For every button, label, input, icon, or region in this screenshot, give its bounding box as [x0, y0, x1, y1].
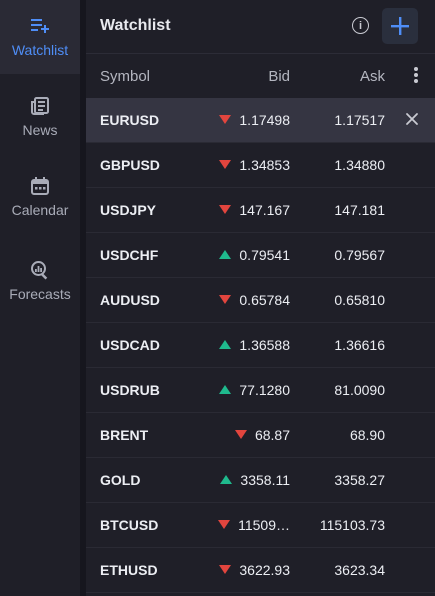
ask-cell: 147.181: [334, 202, 385, 218]
ask-cell: 115103.73: [319, 517, 385, 533]
ask-cell: 3358.27: [334, 472, 385, 488]
ask-cell: 1.36616: [334, 337, 385, 353]
plus-icon: [391, 17, 409, 35]
arrow-down-icon: [234, 430, 247, 439]
symbol-cell: USDCAD: [100, 337, 160, 353]
arrow-down-icon: [219, 160, 232, 169]
column-header-symbol[interactable]: Symbol: [100, 68, 151, 85]
bid-cell: 0.65784: [239, 292, 290, 308]
nav-label-forecasts: Forecasts: [9, 286, 71, 302]
bid-cell: 1.17498: [239, 112, 290, 128]
ask-cell: 3623.34: [334, 562, 385, 578]
close-icon[interactable]: [405, 112, 419, 126]
nav-label-watchlist: Watchlist: [11, 42, 69, 58]
symbol-list: EURUSD 1.17498 1.17517 GBPUSD 1.34853 1.34880…: [86, 98, 435, 593]
symbol-cell: EURUSD: [100, 112, 160, 128]
ask-cell: 0.65810: [334, 292, 385, 308]
page-title: Watchlist: [100, 17, 171, 34]
ask-cell: 0.79567: [334, 247, 385, 263]
nav-item-news[interactable]: News: [0, 80, 80, 154]
symbol-cell: USDRUB: [100, 382, 160, 398]
nav-label-news: News: [22, 122, 58, 138]
panel-header: Watchlist i: [86, 0, 435, 54]
symbol-cell: BTCUSD: [100, 517, 159, 533]
symbol-cell: USDJPY: [100, 202, 157, 218]
table-row[interactable]: USDRUB 77.1280 81.0090: [86, 368, 435, 413]
forecasts-icon: [31, 261, 48, 280]
side-nav: Watchlist News Calendar: [0, 0, 80, 596]
table-row[interactable]: BRENT 68.87 68.90: [86, 413, 435, 458]
symbol-cell: GOLD: [100, 472, 141, 488]
nav-item-watchlist[interactable]: Watchlist: [0, 0, 80, 74]
ask-cell: 68.90: [349, 427, 385, 443]
symbol-cell: BRENT: [100, 427, 149, 443]
table-row[interactable]: USDJPY 147.167 147.181: [86, 188, 435, 233]
nav-item-forecasts[interactable]: Forecasts: [0, 244, 80, 318]
table-row[interactable]: BTCUSD 11509… 115103.73: [86, 503, 435, 548]
nav-label-calendar: Calendar: [11, 202, 69, 218]
bid-cell: 0.79541: [239, 247, 290, 263]
bid-cell: 77.1280: [239, 382, 290, 398]
calendar-icon: [31, 177, 49, 195]
column-header-row: Symbol Bid Ask: [86, 54, 435, 98]
symbol-cell: USDCHF: [100, 247, 159, 263]
arrow-up-icon: [220, 475, 233, 484]
table-row[interactable]: USDCAD 1.36588 1.36616: [86, 323, 435, 368]
arrow-up-icon: [219, 340, 232, 349]
bid-cell: 3622.93: [239, 562, 290, 578]
column-header-bid[interactable]: Bid: [268, 68, 290, 85]
arrow-down-icon: [219, 565, 232, 574]
ask-cell: 1.34880: [334, 157, 385, 173]
table-row[interactable]: EURUSD 1.17498 1.17517: [86, 98, 435, 143]
ask-cell: 1.17517: [334, 112, 385, 128]
bid-cell: 3358.11: [240, 472, 290, 488]
nav-item-calendar[interactable]: Calendar: [0, 160, 80, 234]
bid-cell: 11509…: [238, 517, 290, 533]
arrow-down-icon: [219, 295, 232, 304]
table-row[interactable]: ETHUSD 3622.93 3623.34: [86, 548, 435, 593]
bid-cell: 1.36588: [239, 337, 290, 353]
table-row[interactable]: USDCHF 0.79541 0.79567: [86, 233, 435, 278]
symbol-cell: AUDUSD: [100, 292, 160, 308]
watchlist-add-icon: [31, 19, 49, 33]
arrow-up-icon: [219, 250, 232, 259]
table-row[interactable]: GOLD 3358.11 3358.27: [86, 458, 435, 503]
bid-cell: 68.87: [254, 427, 290, 443]
bid-cell: 147.167: [239, 202, 290, 218]
symbol-cell: GBPUSD: [100, 157, 160, 173]
table-row[interactable]: GBPUSD 1.34853 1.34880: [86, 143, 435, 188]
more-options-icon[interactable]: [413, 67, 419, 85]
symbol-cell: ETHUSD: [100, 562, 158, 578]
arrow-up-icon: [219, 385, 232, 394]
watchlist-panel: Watchlist i Symbol Bid Ask EURUSD 1.17498…: [86, 0, 435, 596]
table-row[interactable]: AUDUSD 0.65784 0.65810: [86, 278, 435, 323]
column-header-ask[interactable]: Ask: [359, 68, 385, 85]
news-icon: [31, 97, 49, 115]
bid-cell: 1.34853: [239, 157, 290, 173]
arrow-down-icon: [218, 520, 231, 529]
info-icon[interactable]: i: [352, 17, 369, 34]
add-symbol-button[interactable]: [382, 8, 418, 44]
arrow-down-icon: [219, 205, 232, 214]
ask-cell: 81.0090: [334, 382, 385, 398]
arrow-down-icon: [219, 115, 232, 124]
